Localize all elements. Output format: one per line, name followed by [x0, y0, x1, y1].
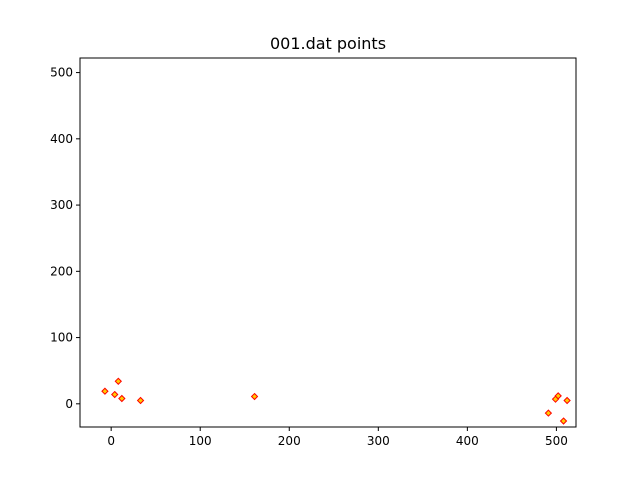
x-tick-label: 500	[545, 434, 568, 448]
data-point	[111, 390, 119, 399]
y-tick-label: 500	[50, 66, 73, 80]
data-point	[250, 392, 259, 401]
x-tick-label: 300	[367, 434, 390, 448]
data-point	[544, 409, 553, 417]
data-point	[136, 396, 145, 405]
data-point	[118, 394, 126, 403]
data-points	[101, 377, 571, 425]
y-tick-label: 400	[50, 132, 73, 146]
y-tick-label: 100	[50, 331, 73, 345]
x-tick-label: 400	[456, 434, 479, 448]
data-point	[114, 377, 122, 385]
x-axis-ticks: 0 100 200 300 400 500	[107, 427, 568, 448]
data-point	[101, 387, 109, 395]
x-tick-label: 100	[189, 434, 212, 448]
chart-title: 001.dat points	[270, 34, 386, 53]
y-tick-label: 200	[50, 264, 73, 278]
data-point	[559, 417, 568, 425]
y-tick-label: 300	[50, 198, 73, 212]
y-axis-ticks: 0 100 200 300 400 500	[50, 66, 80, 411]
plot-area	[79, 57, 577, 428]
data-point	[563, 396, 571, 405]
data-point	[554, 392, 562, 400]
y-tick-label: 0	[65, 397, 73, 411]
x-tick-label: 200	[278, 434, 301, 448]
x-tick-label: 0	[107, 434, 115, 448]
